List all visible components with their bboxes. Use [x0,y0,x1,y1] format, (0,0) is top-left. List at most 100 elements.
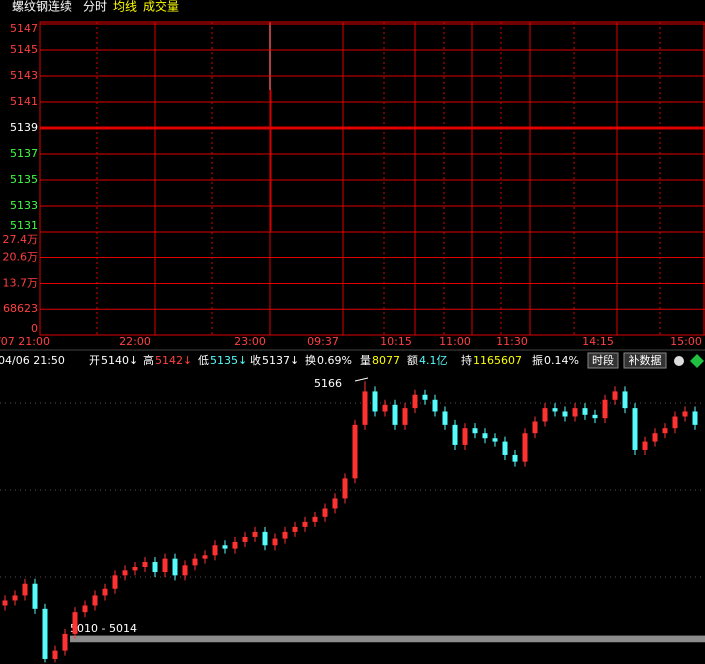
info-value: 5135↓ [210,354,247,367]
range-band [70,635,705,643]
info-label: 振 [532,353,543,367]
candle-body [462,428,468,445]
info-label: 换 [305,353,316,367]
candle-body [632,408,638,450]
info-value: 5140↓ [101,354,138,367]
candle-body [562,411,568,417]
icon [674,356,684,366]
candle-body [252,531,258,537]
high-leader [354,377,369,382]
button-label[interactable]: 时段 [592,353,614,367]
candle-body [332,498,338,509]
candle-body [72,612,78,634]
y-tick-label: 5137 [10,147,38,160]
candle-body [412,394,418,409]
candle-body [602,399,608,419]
candle-body [512,454,518,462]
candle-body [582,408,588,415]
candle-body [2,600,8,606]
candle-body [222,545,228,549]
button-label[interactable]: 补数据 [629,353,662,367]
candle-body [112,575,118,589]
volume-toggle[interactable]: 成交量 [143,0,179,14]
candle-body [662,428,668,434]
candle-body [42,608,48,659]
y-tick-label: 5143 [10,69,38,82]
candle-body [542,408,548,422]
candle-body [672,416,678,429]
candle-body [232,541,238,549]
candle-body [162,558,168,573]
candle-body [362,391,368,425]
candle-body [52,650,58,659]
candle-body [642,441,648,450]
candle-body [272,538,278,546]
x-tick-label: 11:00 [439,335,471,348]
info-bar: 04/06 21:50 开 5140↓ 高 5142↓ 低 5135↓ 收 5137↓ 换 0.69… [0,352,704,369]
x-tick-label: 11:30 [496,335,528,348]
icon [690,354,704,368]
candle-body [102,588,108,596]
info-value: 5142↓ [155,354,192,367]
info-label: 低 [198,354,209,367]
symbol: 螺纹钢连续 [12,0,72,14]
candle-body [492,438,498,442]
candle-body [552,408,558,412]
candle-body [382,404,388,412]
info-value: 0.14% [544,354,579,367]
y-tick-label: 5135 [10,173,38,186]
y-tick-label: 5147 [10,22,38,35]
candle-body [622,391,628,409]
info-label: 高 [143,353,154,367]
candle-body [482,433,488,439]
info-value: 1165607 [473,354,522,367]
candle-body [422,394,428,400]
info-value: 4.1亿 [419,354,448,367]
candle-body [452,424,458,445]
info-label: 量 [360,354,371,367]
y2-tick-label: 27.4万 [3,233,39,246]
candle-body [472,428,478,434]
candle-body [692,411,698,425]
candle-body [682,411,688,417]
candle-body [652,433,658,442]
info-label: 收 [250,353,261,367]
candle-body [402,408,408,425]
y2-tick-label: 68623 [3,302,38,315]
x-tick-label: 14:15 [582,335,614,348]
candle-body [32,583,38,609]
candle-body [82,605,88,613]
candle-body [532,421,538,434]
candle-body [142,561,148,568]
info-value: 0.69% [317,354,352,367]
button[interactable] [623,352,667,369]
info-label: 额 [407,354,418,367]
ma-toggle[interactable]: 均线 [113,0,137,14]
candle-body [392,404,398,425]
candle-body [372,391,378,412]
candle-body [192,558,198,566]
candle-body [572,408,578,417]
candle-body [172,558,178,576]
button[interactable] [587,352,619,369]
y-tick-label: 5131 [10,219,38,232]
candle-body [292,526,298,532]
candle-body [302,521,308,527]
y2-tick-label: 0 [31,322,38,335]
high-label: 5166 [314,377,342,390]
candle-body [322,508,328,517]
candle-body [62,633,68,651]
y-tick-label: 5145 [10,43,38,56]
candle-body [202,555,208,559]
candle-body [442,411,448,425]
x-tick-label: 09:37 [307,335,339,348]
x-tick-label: 15:00 [670,335,702,348]
mode[interactable]: 分时 [83,0,107,14]
info-date: 04/06 21:50 [0,354,65,367]
range-label: 5010 - 5014 [70,622,137,635]
y-tick-label: 5141 [10,95,38,108]
info-value: 8077 [372,354,400,367]
